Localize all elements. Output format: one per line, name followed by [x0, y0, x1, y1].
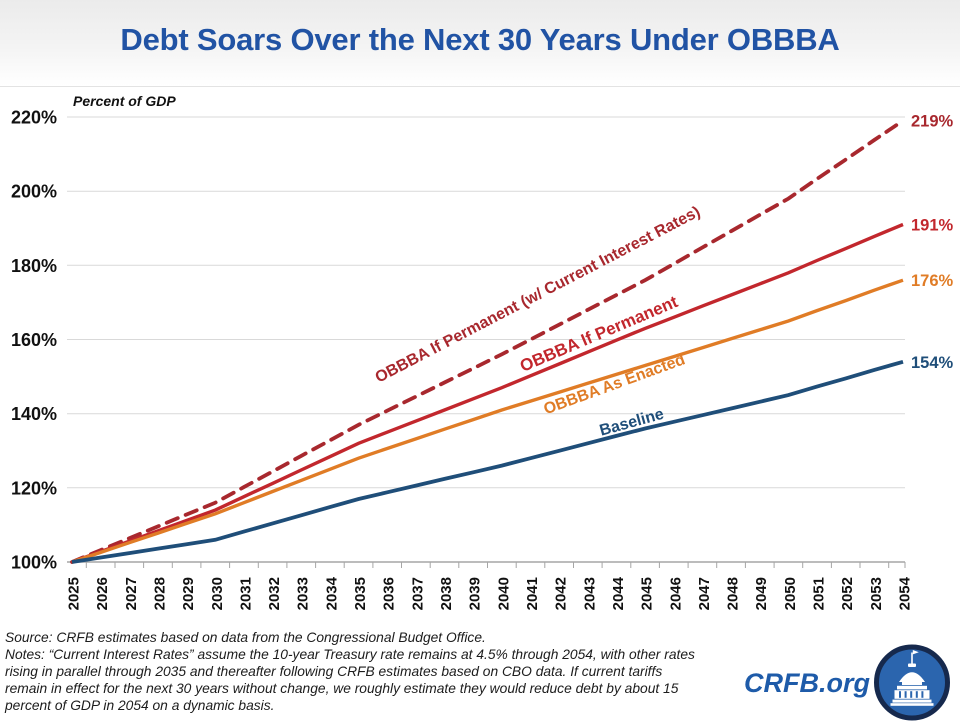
x-year-label: 2050 [782, 577, 799, 610]
series-end-value: 154% [911, 354, 954, 372]
x-year-label: 2032 [266, 577, 283, 610]
x-year-label: 2043 [581, 577, 598, 610]
x-year-label: 2035 [352, 577, 369, 610]
x-year-label: 2046 [667, 577, 684, 610]
x-year-label: 2036 [381, 577, 398, 610]
x-year-label: 2052 [839, 577, 856, 610]
x-year-label: 2049 [753, 577, 770, 610]
series-end-value: 191% [911, 217, 954, 235]
x-year-label: 2051 [811, 577, 828, 610]
x-year-label: 2025 [66, 577, 83, 610]
title-band [0, 0, 960, 87]
series-line [71, 222, 904, 564]
series-end-value: 176% [911, 272, 954, 290]
y-tick-label: 220% [11, 108, 57, 128]
series-line [71, 359, 904, 564]
methodology-notes: Notes: “Current Interest Rates” assume t… [5, 647, 695, 713]
y-axis-unit-label: Percent of GDP [73, 93, 176, 109]
x-year-label: 2033 [295, 577, 312, 610]
x-year-label: 2038 [438, 577, 455, 610]
series-line [71, 278, 904, 564]
source-note: Source: CRFB estimates based on data fro… [5, 630, 486, 645]
x-year-label: 2047 [696, 577, 713, 610]
x-year-label: 2042 [553, 577, 570, 610]
x-year-label: 2030 [209, 577, 226, 610]
x-year-label: 2034 [323, 576, 340, 610]
y-tick-label: 120% [11, 478, 57, 498]
x-year-label: 2045 [639, 577, 656, 610]
x-year-label: 2041 [524, 577, 541, 610]
series-inline-label: Baseline [598, 406, 666, 440]
crfb-org-label: CRFB.org [744, 668, 870, 698]
crfb-capitol-logo-icon [874, 644, 950, 721]
x-year-label: 2037 [409, 577, 426, 610]
y-tick-label: 100% [11, 553, 57, 573]
x-year-label: 2054 [897, 576, 914, 610]
page-title: Debt Soars Over the Next 30 Years Under … [120, 22, 840, 57]
y-tick-label: 200% [11, 182, 57, 202]
y-tick-label: 140% [11, 404, 57, 424]
y-tick-label: 160% [11, 330, 57, 350]
x-year-label: 2039 [467, 577, 484, 610]
y-tick-label: 180% [11, 256, 57, 276]
series-line [70, 118, 905, 564]
x-year-label: 2040 [495, 577, 512, 610]
x-year-label: 2031 [237, 577, 254, 610]
x-year-label: 2048 [725, 577, 742, 610]
x-year-label: 2027 [123, 577, 140, 610]
x-year-label: 2053 [868, 577, 885, 610]
x-year-label: 2026 [94, 577, 111, 610]
x-year-label: 2029 [180, 577, 197, 610]
x-year-label: 2044 [610, 576, 627, 610]
x-year-label: 2028 [152, 577, 169, 610]
series-end-value: 219% [911, 113, 954, 131]
